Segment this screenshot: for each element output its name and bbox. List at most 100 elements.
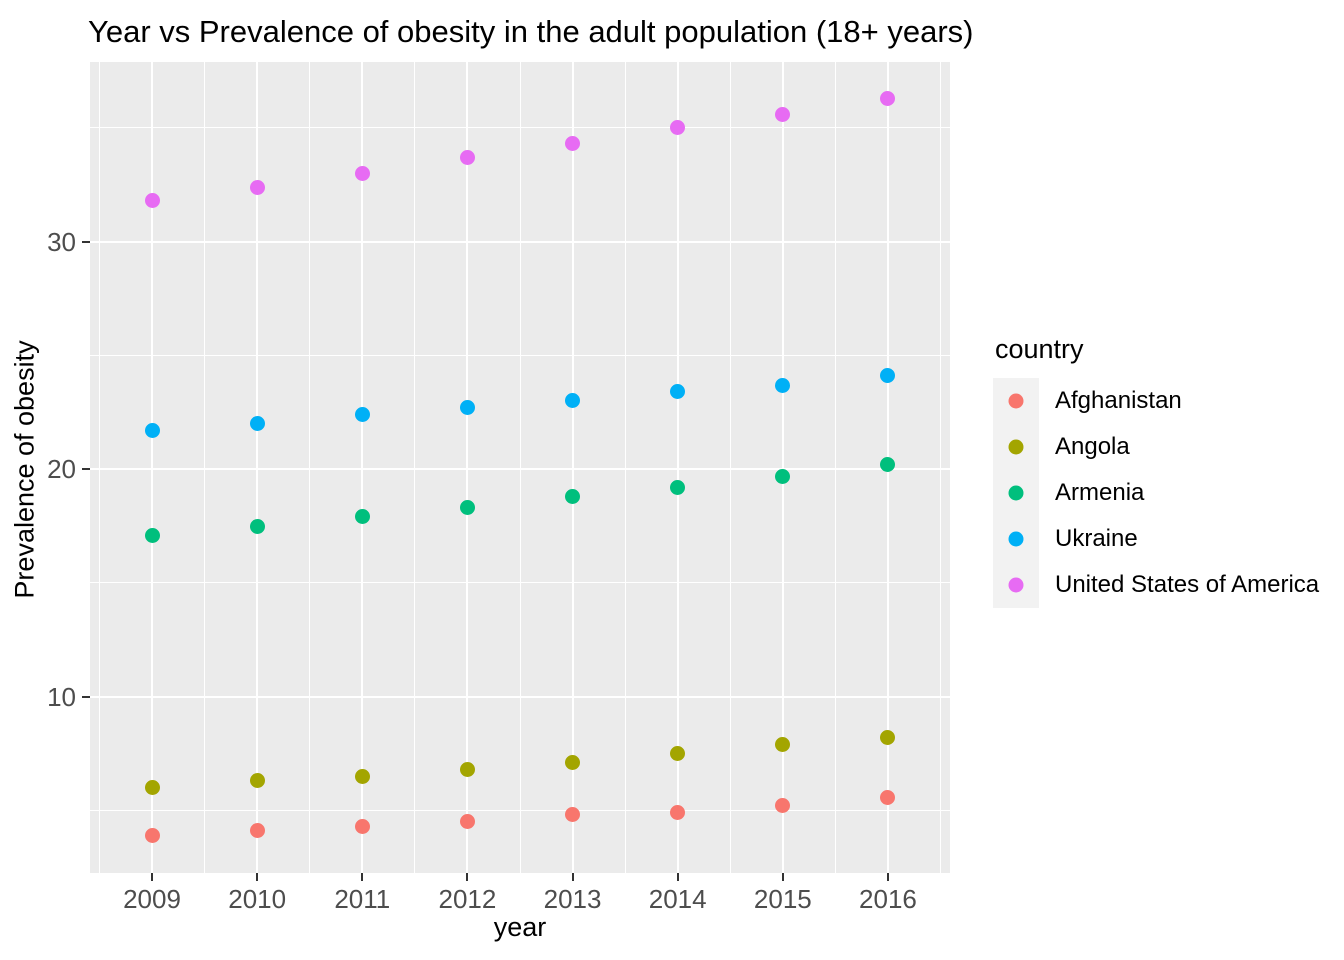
data-point (565, 807, 581, 823)
gridline-minor (90, 127, 950, 129)
data-point (670, 746, 686, 762)
data-point (880, 790, 896, 806)
gridline-major (676, 62, 679, 873)
data-point (354, 818, 370, 834)
legend-swatch-icon (1008, 439, 1024, 455)
gridline-minor (90, 354, 950, 356)
x-tick-label: 2014 (648, 884, 707, 914)
data-point (670, 805, 686, 821)
gridline-major (571, 62, 574, 873)
data-point (670, 120, 686, 136)
gridline-major (361, 62, 364, 873)
gridline-minor (940, 62, 942, 873)
gridline-minor (90, 582, 950, 584)
data-point (775, 468, 791, 484)
x-tick-mark (781, 873, 784, 881)
data-point (354, 509, 370, 525)
data-point (354, 165, 370, 181)
data-point (775, 736, 791, 752)
y-tick-label: 20 (47, 454, 76, 485)
data-point (459, 500, 475, 516)
x-tick-label: 2013 (543, 884, 602, 914)
data-point (565, 393, 581, 409)
data-point (880, 730, 896, 746)
legend-key (993, 516, 1039, 562)
gridline-major (90, 695, 950, 698)
data-point (565, 136, 581, 152)
y-tick-mark (82, 240, 90, 243)
legend-row: Afghanistan (993, 378, 1319, 424)
data-point (354, 407, 370, 423)
plot-panel (90, 62, 950, 873)
data-point (880, 90, 896, 106)
gridline-minor (98, 62, 100, 873)
legend-label: Armenia (1055, 479, 1145, 506)
x-axis-title: year (493, 912, 547, 942)
legend-row: Ukraine (993, 516, 1319, 562)
legend: country Afghanistan Angola Armenia Ukraine U… (993, 334, 1319, 608)
gridline-minor (90, 809, 950, 811)
data-point (459, 400, 475, 416)
gridline-major (151, 62, 154, 873)
x-tick-mark (571, 873, 574, 881)
gridline-minor (729, 62, 731, 873)
gridline-minor (519, 62, 521, 873)
data-point (565, 489, 581, 504)
gridline-minor (624, 62, 626, 873)
data-point (354, 768, 370, 784)
gridline-minor (309, 62, 311, 873)
data-point (775, 798, 791, 814)
y-tick-label: 10 (47, 681, 76, 712)
data-point (775, 106, 791, 122)
x-tick-label: 2009 (123, 884, 181, 914)
data-point (144, 193, 160, 209)
data-point (459, 814, 475, 830)
x-tick-mark (151, 873, 154, 881)
x-tick-label: 2016 (859, 884, 917, 914)
data-point (459, 150, 475, 166)
data-point (880, 368, 896, 384)
legend-key (993, 562, 1039, 608)
gridline-major (466, 62, 469, 873)
gridline-major (781, 62, 784, 873)
data-point (775, 377, 791, 393)
gridline-minor (834, 62, 836, 873)
legend-rows: Afghanistan Angola Armenia Ukraine United St… (993, 378, 1319, 608)
data-point (459, 761, 475, 777)
legend-row: Armenia (993, 470, 1319, 516)
data-point (249, 518, 265, 534)
x-tick-mark (361, 873, 364, 881)
gridline-minor (204, 62, 206, 873)
legend-label: Ukraine (1055, 525, 1138, 552)
legend-label: United States of America (1055, 571, 1320, 598)
legend-key (993, 378, 1039, 424)
gridline-minor (414, 62, 416, 873)
data-point (249, 823, 265, 839)
legend-swatch-icon (1008, 577, 1024, 593)
data-point (144, 827, 160, 843)
legend-title: country (995, 334, 1084, 364)
data-point (144, 423, 160, 439)
legend-row: United States of America (993, 562, 1319, 608)
y-tick-label: 30 (47, 226, 76, 257)
legend-row: Angola (993, 424, 1319, 470)
data-point (144, 527, 160, 543)
gridline-major (256, 62, 259, 873)
legend-label: Afghanistan (1055, 387, 1182, 414)
y-tick-mark (82, 468, 90, 471)
x-tick-label: 2011 (334, 884, 391, 914)
gridline-major (90, 468, 950, 471)
x-tick-mark (676, 873, 679, 881)
chart-title: Year vs Prevalence of obesity in the adu… (88, 14, 974, 49)
data-point (670, 384, 686, 400)
data-point (144, 780, 160, 796)
data-point (880, 457, 896, 473)
data-point (565, 755, 581, 771)
data-point (249, 179, 265, 195)
x-tick-mark (466, 873, 469, 881)
legend-swatch-icon (1008, 393, 1024, 409)
legend-key (993, 470, 1039, 516)
legend-swatch-icon (1008, 531, 1024, 547)
legend-label: Angola (1055, 433, 1130, 460)
